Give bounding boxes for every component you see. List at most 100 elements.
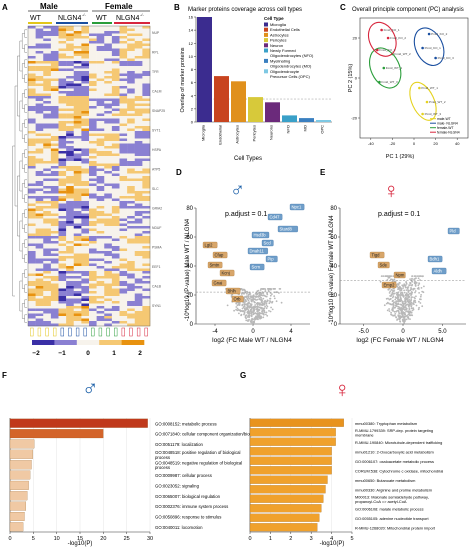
heatmap-cell xyxy=(43,158,52,162)
heatmap-cell xyxy=(73,93,82,97)
heatmap-cell xyxy=(111,66,120,69)
heatmap-cell xyxy=(73,66,82,69)
heatmap-cell xyxy=(81,311,90,314)
heatmap-cell xyxy=(50,223,59,227)
heatmap-cell xyxy=(134,96,143,99)
heatmap-cell xyxy=(104,238,113,242)
heatmap-cell xyxy=(81,98,90,102)
heatmap-cell xyxy=(28,186,36,189)
heatmap-cell xyxy=(66,173,74,177)
heatmap-cell xyxy=(142,278,151,282)
heatmap-cell xyxy=(58,228,67,232)
heatmap-cell xyxy=(134,156,143,159)
heatmap-cell xyxy=(89,271,97,274)
heatmap-cell xyxy=(35,161,44,164)
heatmap-cell xyxy=(28,206,36,209)
pca-point xyxy=(380,28,383,32)
volcano-point xyxy=(413,288,416,290)
heatmap-cell xyxy=(73,321,82,324)
go-bar xyxy=(249,523,318,532)
heatmap-cell xyxy=(66,83,74,87)
heatmap-cell xyxy=(111,198,120,202)
heatmap-cell xyxy=(66,111,74,114)
dendrogram-branch xyxy=(22,63,25,79)
heatmap-cell xyxy=(66,158,74,162)
heatmap-cell xyxy=(96,241,105,244)
volcano-point xyxy=(390,289,393,291)
heatmap-cell xyxy=(66,41,74,44)
heatmap-cell xyxy=(81,256,90,259)
heatmap-cell xyxy=(66,208,74,212)
heatmap-cell xyxy=(43,96,52,99)
volcano-point xyxy=(417,308,420,311)
heatmap-cell xyxy=(119,116,128,119)
heatmap-cell xyxy=(89,131,97,134)
panel-c-ylabel: PC 2 (15%) xyxy=(348,64,354,93)
go-term-label: GO:0071840: cellular component organizat… xyxy=(155,432,253,437)
heatmap-cell xyxy=(66,63,74,67)
heatmap-cell xyxy=(73,316,82,319)
heatmap-cell xyxy=(134,191,143,194)
volcano-point xyxy=(421,305,424,308)
heatmap-cell xyxy=(81,251,90,254)
heatmap-cell xyxy=(73,143,82,147)
go-term-label: GO:0065007: biological regulation xyxy=(155,494,221,499)
heatmap-cell xyxy=(28,238,36,242)
heatmap-cell xyxy=(104,181,113,184)
heatmap-cell xyxy=(28,138,36,142)
pca-legend-label: male- NLGN4 xyxy=(437,122,458,126)
heatmap-cell xyxy=(142,133,151,137)
heatmap-cell xyxy=(28,303,36,307)
heatmap-cell xyxy=(66,216,74,219)
heatmap-cell xyxy=(104,251,113,254)
volcano-point xyxy=(407,310,409,313)
heatmap-cell xyxy=(73,118,82,122)
heatmap-cell xyxy=(81,323,90,327)
heatmap-cell xyxy=(104,148,113,152)
heatmap-cell xyxy=(104,31,113,34)
heatmap-cell xyxy=(111,276,120,279)
heatmap-cell xyxy=(73,156,82,159)
heatmap-cell xyxy=(43,103,52,107)
heatmap-cell xyxy=(35,68,44,72)
heatmap-cell xyxy=(119,156,128,159)
heatmap-cell xyxy=(81,168,90,172)
heatmap-cell xyxy=(134,91,143,94)
volcano-up-label: Bhlh xyxy=(228,289,237,294)
heatmap-cell xyxy=(58,221,67,224)
heatmap-cell xyxy=(119,303,128,307)
volcano-point xyxy=(409,278,411,280)
heatmap-cell xyxy=(35,176,44,179)
heatmap-cell xyxy=(142,128,151,132)
heatmap-cell xyxy=(89,301,97,304)
heatmap-cell xyxy=(96,96,105,99)
heatmap-cell xyxy=(50,321,59,324)
b-ytick-label: 2 xyxy=(191,106,194,111)
heatmap-cell xyxy=(127,161,135,164)
heatmap-cell xyxy=(89,78,97,82)
go-term-label: R-MMU-1799339: SRP-dep. protein targetin… xyxy=(355,428,433,433)
heatmap-cell xyxy=(96,321,105,324)
heatmap-cell xyxy=(73,68,82,72)
go-xtick-label: 5 xyxy=(350,536,353,542)
heatmap-cell xyxy=(81,171,90,174)
heatmap-dendrogram xyxy=(12,29,27,323)
heatmap-cell xyxy=(134,221,143,224)
heatmap-cell xyxy=(111,228,120,232)
volcano-point xyxy=(404,306,407,309)
heatmap-cell xyxy=(89,303,97,307)
heatmap-cell xyxy=(35,121,44,124)
heatmap-cell xyxy=(127,48,135,52)
dendrogram-branch xyxy=(24,299,27,308)
heatmap-cell xyxy=(104,76,113,79)
heatmap-cell xyxy=(134,288,143,292)
heatmap-cell xyxy=(81,48,90,52)
heatmap-cell xyxy=(104,201,113,204)
volcano-point xyxy=(397,286,400,289)
heatmap-cell xyxy=(96,128,105,132)
heatmap-cell xyxy=(50,201,59,204)
heatmap-cell xyxy=(127,278,135,282)
heatmap-cell xyxy=(66,306,74,309)
volcano-point xyxy=(245,308,248,311)
heatmap-cell xyxy=(104,43,113,47)
